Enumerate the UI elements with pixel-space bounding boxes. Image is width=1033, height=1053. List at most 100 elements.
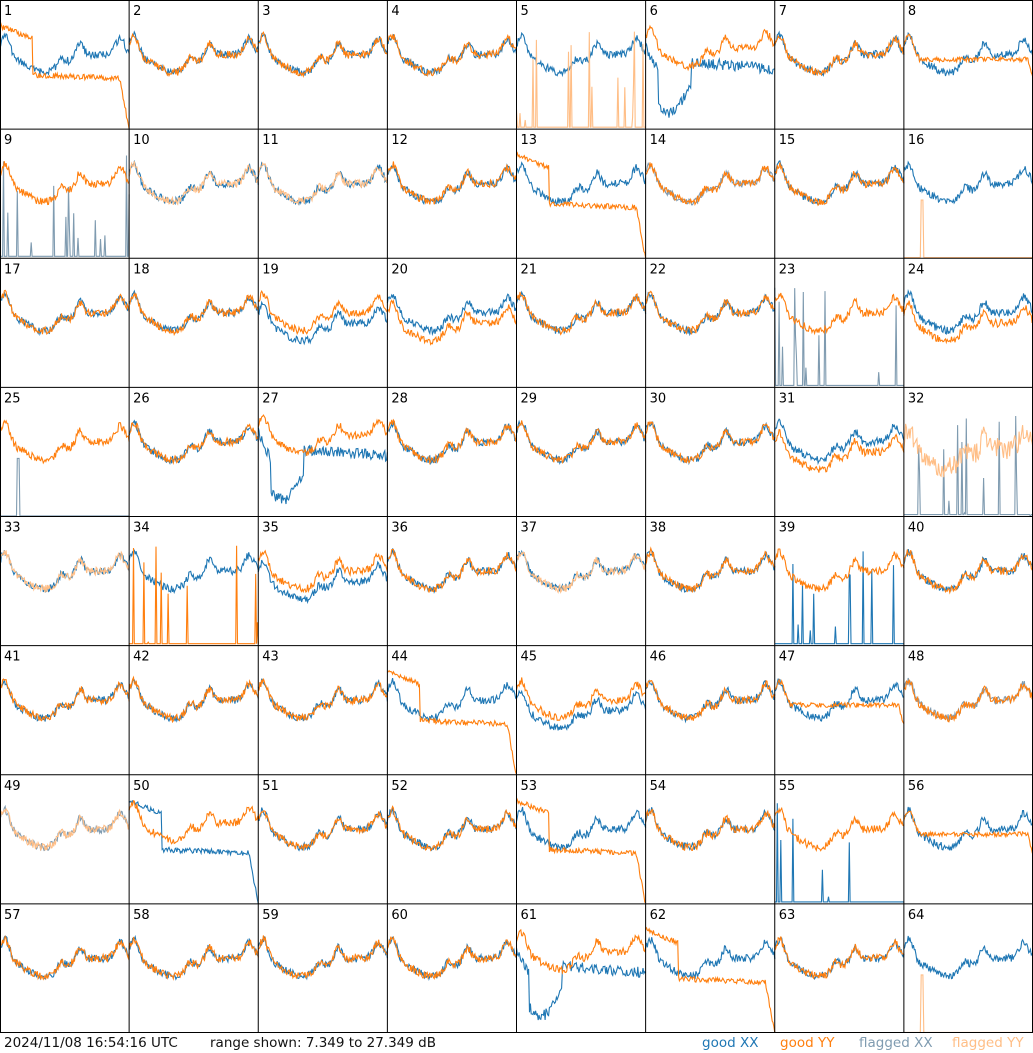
panel-label: 11 — [262, 133, 279, 148]
panel-label: 1 — [4, 4, 12, 19]
series-yy-44 — [387, 669, 518, 775]
series-yy-51 — [257, 810, 388, 852]
series-yy-55 — [774, 806, 905, 852]
panel-52: 52 — [386, 779, 518, 852]
series-xx-40 — [903, 548, 1033, 592]
series-xx-38 — [645, 550, 776, 593]
panel-20: 20 — [386, 262, 518, 346]
panel-1: 1 — [0, 4, 130, 129]
panel-57: 57 — [0, 908, 130, 981]
panel-63: 63 — [774, 908, 905, 981]
series-xx-13 — [516, 161, 647, 206]
panel-label: 50 — [133, 779, 150, 794]
panel-25: 25 — [0, 391, 130, 517]
panel-label: 12 — [391, 133, 408, 148]
series-xx-50 — [128, 799, 259, 904]
panel-label: 29 — [521, 391, 538, 406]
panel-11: 11 — [257, 133, 388, 206]
series-yy-2 — [128, 32, 259, 77]
series-yy-13 — [515, 151, 647, 259]
panel-32: 32 — [903, 391, 1033, 518]
series-xx-10 — [128, 159, 259, 206]
timestamp: 2024/11/08 16:54:16 UTC — [4, 1035, 178, 1051]
series-yy-47 — [774, 678, 905, 724]
panel-40: 40 — [903, 521, 1033, 595]
series-yy-56 — [903, 810, 1033, 856]
panel-label: 63 — [779, 908, 796, 923]
series-xx-14 — [645, 161, 776, 206]
panel-label: 18 — [133, 262, 150, 277]
series-xx-23 — [774, 287, 904, 386]
panel-64: 64 — [903, 908, 1033, 1033]
series-yy-14 — [645, 162, 776, 206]
panel-55: 55 — [774, 779, 905, 903]
series-yy-21 — [515, 291, 647, 336]
panel-22: 22 — [645, 262, 776, 337]
panel-label: 52 — [391, 779, 408, 794]
panel-label: 40 — [908, 521, 925, 536]
series-xx-24 — [903, 289, 1033, 335]
panel-8: 8 — [903, 4, 1033, 79]
series-yy-23 — [774, 292, 905, 336]
panel-label: 38 — [650, 521, 667, 536]
panel-29: 29 — [515, 391, 647, 466]
panel-label: 44 — [391, 650, 408, 665]
panel-56: 56 — [903, 779, 1033, 856]
series-yy-10 — [128, 161, 259, 206]
series-yy-31 — [774, 428, 905, 473]
panel-62: 62 — [645, 908, 776, 1033]
series-yy-30 — [645, 420, 776, 465]
series-xx-55 — [774, 803, 904, 903]
series-xx-30 — [645, 421, 776, 466]
series-yy-46 — [645, 680, 776, 722]
series-yy-18 — [128, 292, 259, 337]
panel-label: 42 — [133, 650, 150, 665]
panel-label: 57 — [4, 908, 21, 923]
panel-label: 25 — [4, 391, 21, 406]
series-yy-28 — [386, 418, 518, 466]
series-yy-16 — [903, 199, 1033, 259]
series-xx-64 — [903, 935, 1033, 980]
series-yy-5 — [515, 31, 646, 128]
panel-39: 39 — [774, 521, 905, 645]
panel-46: 46 — [645, 650, 776, 724]
panel-label: 28 — [391, 391, 408, 406]
panel-14: 14 — [645, 133, 776, 206]
series-yy-27 — [257, 414, 388, 457]
panel-45: 45 — [515, 650, 647, 731]
series-xx-44 — [386, 677, 517, 722]
panel-9: 9 — [0, 133, 130, 257]
series-xx-6 — [645, 42, 775, 118]
panel-43: 43 — [257, 650, 388, 722]
panel-label: 62 — [650, 908, 667, 923]
panel-36: 36 — [386, 521, 518, 594]
panel-15: 15 — [774, 133, 905, 207]
series-yy-48 — [903, 679, 1033, 723]
panel-label: 26 — [133, 391, 150, 406]
panel-label: 13 — [521, 133, 538, 148]
panel-label: 59 — [262, 908, 279, 923]
series-xx-9 — [0, 155, 130, 257]
panel-18: 18 — [128, 262, 259, 337]
panel-label: 30 — [650, 391, 667, 406]
panel-label: 5 — [521, 4, 529, 19]
series-xx-56 — [903, 806, 1033, 851]
panel-4: 4 — [386, 4, 518, 77]
panel-label: 22 — [650, 262, 667, 277]
legend-flagged-yy: flagged YY — [952, 1035, 1024, 1051]
series-yy-52 — [386, 805, 517, 852]
series-yy-24 — [903, 300, 1033, 345]
series-xx-12 — [386, 163, 518, 205]
series-yy-50 — [128, 800, 259, 845]
series-yy-17 — [0, 289, 130, 335]
panel-58: 58 — [128, 908, 259, 981]
series-yy-45 — [515, 677, 647, 722]
panel-53: 53 — [515, 779, 647, 904]
panel-label: 20 — [391, 262, 408, 277]
panel-47: 47 — [774, 650, 905, 724]
panel-label: 23 — [779, 262, 796, 277]
series-yy-6 — [645, 24, 776, 72]
panel-label: 4 — [391, 4, 399, 19]
series-yy-37 — [516, 551, 647, 594]
